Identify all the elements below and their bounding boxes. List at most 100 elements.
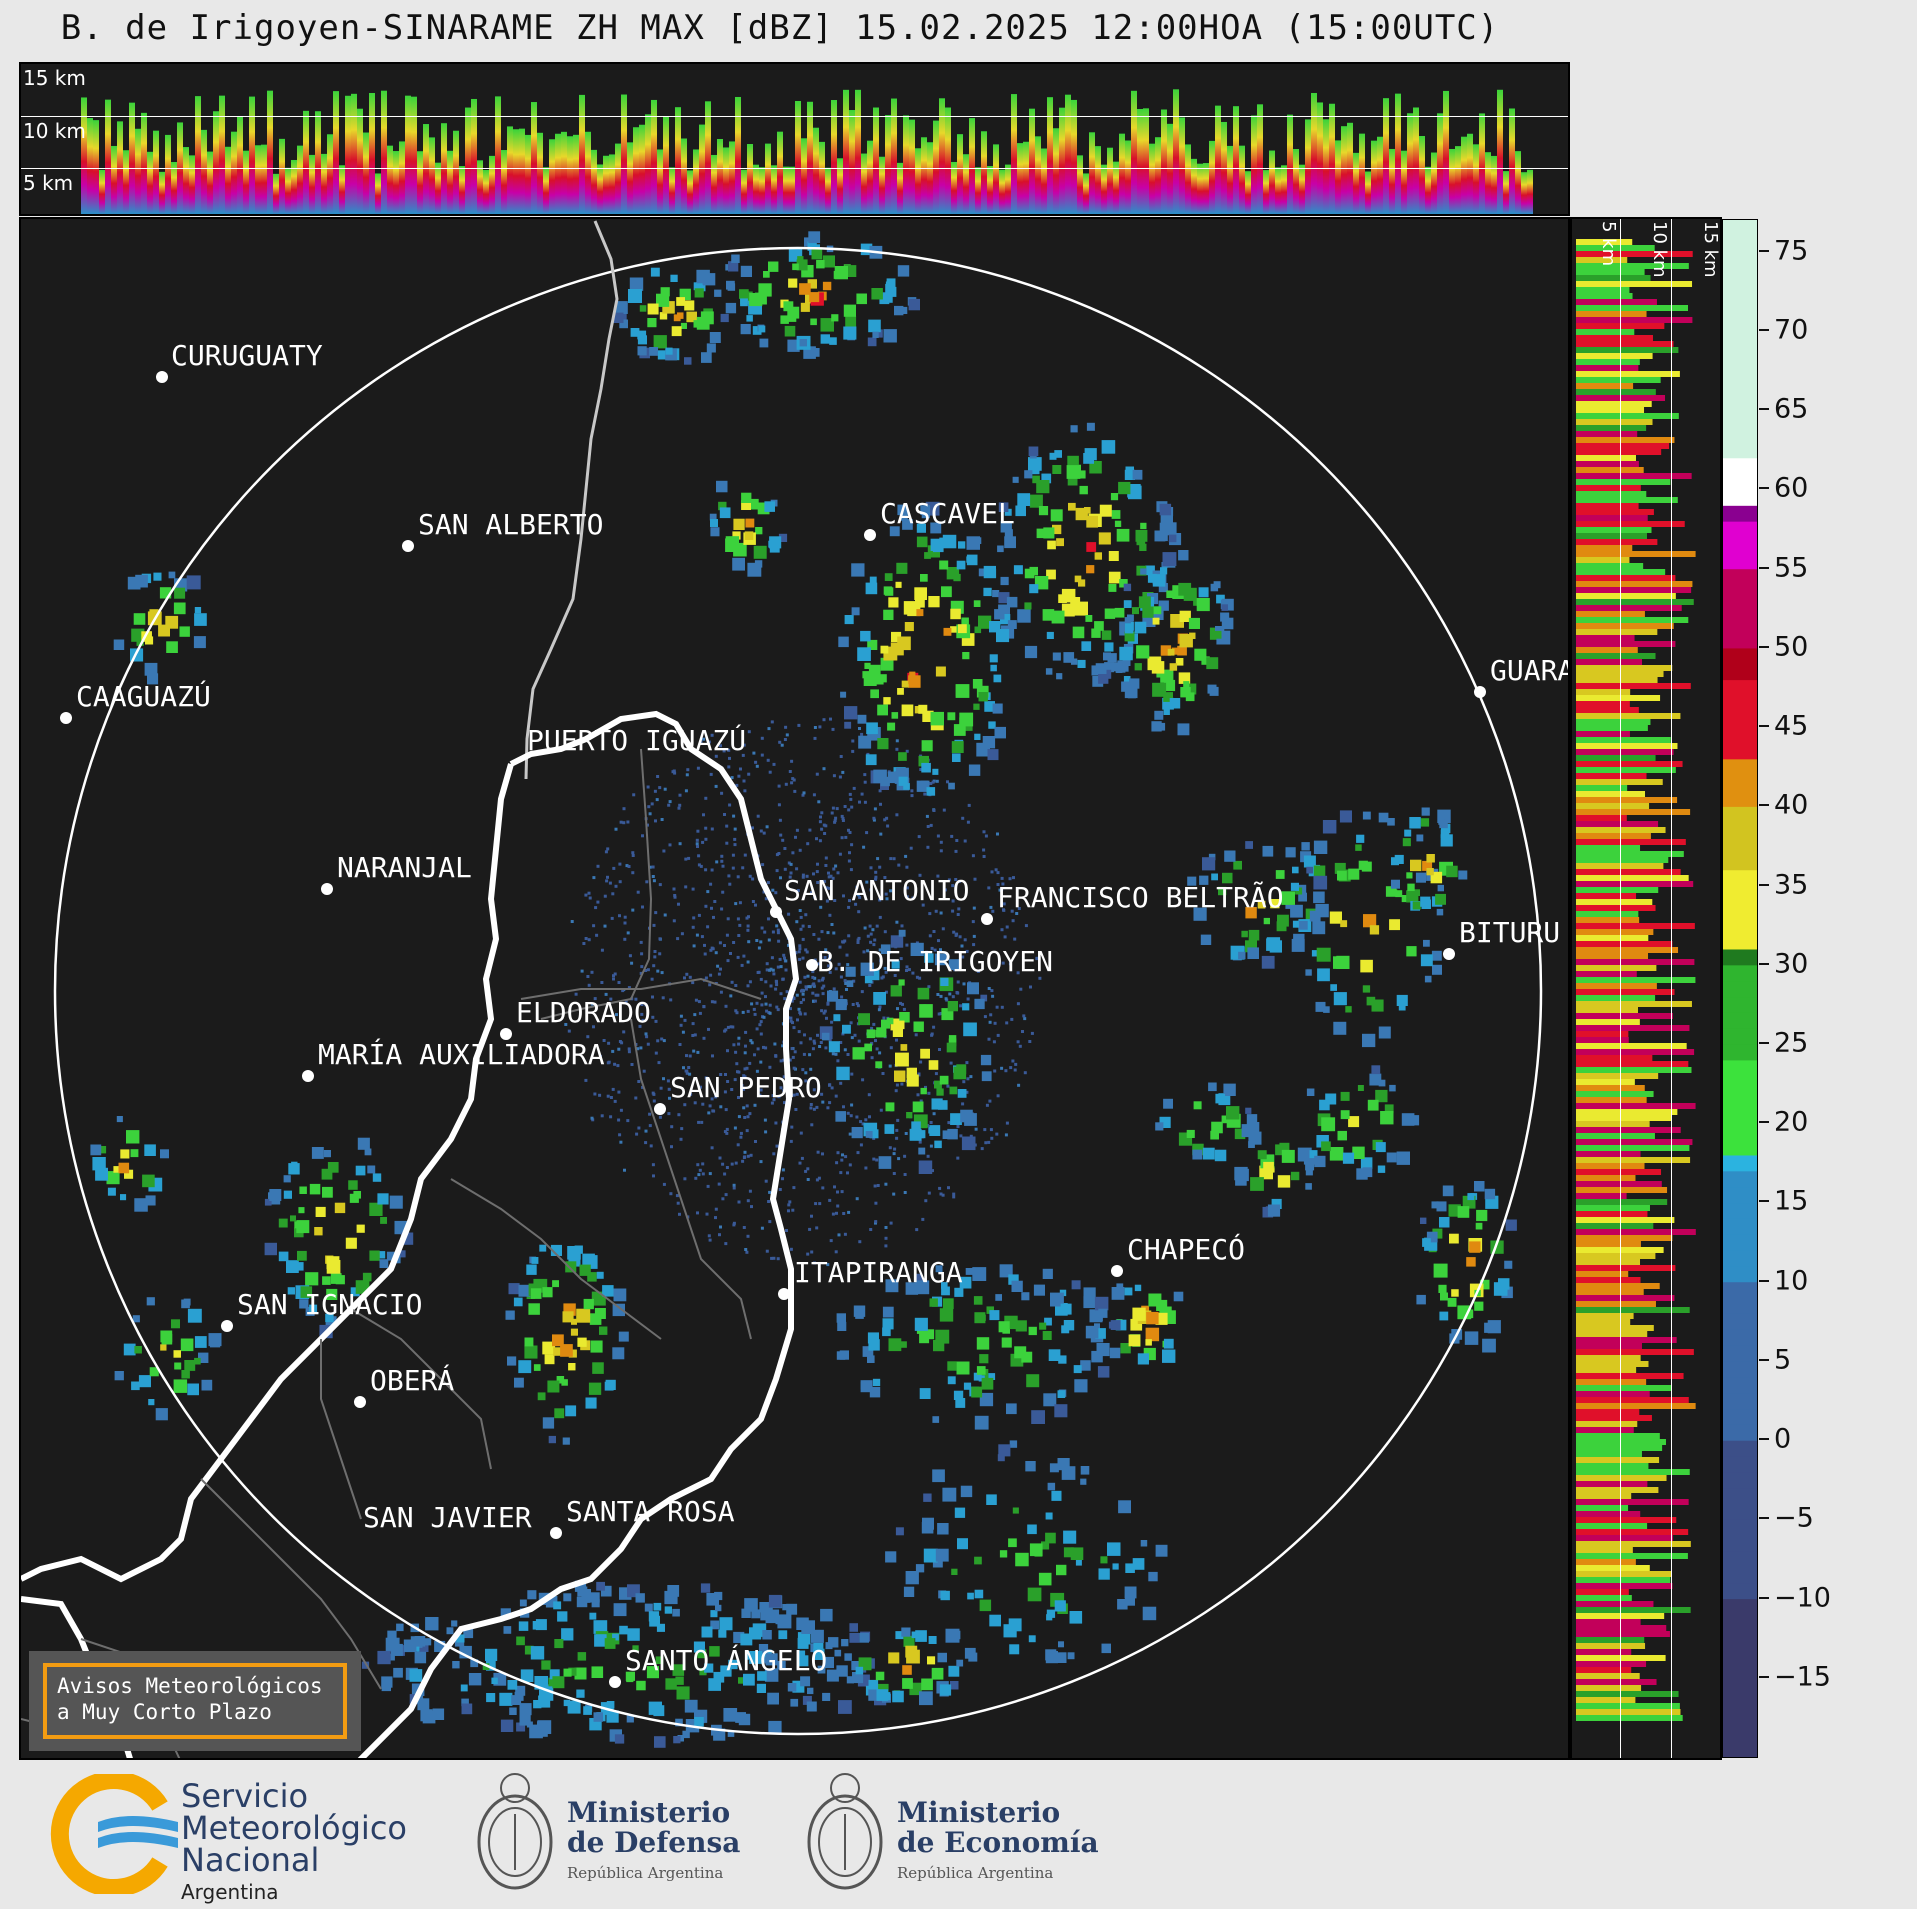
echo-cell [825,899,829,903]
xsec-column [1479,113,1485,214]
echo-cell [194,1336,207,1348]
echo-cell [321,1168,333,1180]
echo-cell [947,878,951,882]
xsec-column [237,116,243,214]
echo-cell [781,1177,784,1181]
echo-cell [837,1321,847,1331]
echo-cell [592,1362,604,1374]
xsec-row [1576,1139,1693,1145]
echo-cell [1108,583,1117,592]
echo-cell [623,921,627,925]
echo-cell [924,1085,927,1089]
xsec-row [1576,1301,1656,1307]
echo-cell [848,1163,852,1167]
echo-cell [533,1364,541,1371]
echo-cell [798,848,802,852]
echo-cell [874,1201,878,1205]
echo-cell [149,1367,159,1377]
echo-cell [500,1719,514,1732]
echo-cell [1301,842,1310,851]
echo-cell [931,780,935,784]
xsec-column [417,151,423,214]
echo-cell [144,662,158,676]
echo-cell [1113,662,1123,672]
echo-cell [950,1681,959,1690]
echo-cell [851,1003,855,1006]
echo-cell [782,1058,785,1062]
echo-cell [884,970,888,974]
echo-cell [796,1018,799,1022]
xsec-column [219,95,225,214]
echo-cell [507,1356,517,1366]
echo-cell [980,1147,984,1151]
echo-cell [1002,902,1006,906]
echo-cell [315,1206,326,1217]
echo-cell [696,829,700,833]
echo-cell [847,859,851,863]
echo-cell [1245,1107,1252,1114]
echo-cell [755,527,763,535]
echo-cell [900,306,908,314]
echo-cell [1431,1201,1439,1209]
echo-cell [1378,1079,1386,1087]
xsec-row [1576,353,1653,359]
echo-cell [725,302,737,314]
echo-cell [1118,481,1131,495]
echo-cell [287,1287,295,1295]
echo-cell [940,1590,950,1601]
echo-cell [297,1250,307,1261]
echo-cell [1378,812,1389,823]
xsec-row [1576,935,1649,941]
echo-cell [1109,1347,1121,1359]
echo-cell [778,1630,788,1640]
echo-cell [664,1590,678,1605]
echo-cell [748,980,752,984]
echo-cell [606,847,610,851]
echo-cell [658,952,662,956]
echo-cell [552,1676,565,1689]
echo-cell [1257,1150,1267,1160]
echo-cell [623,937,627,941]
radar-map[interactable]: CURUGUATY SAN ALBERTO CAAGUAZÚ CASCAVEL … [19,217,1570,1760]
echo-cell [640,952,644,956]
echo-cell [626,1674,634,1683]
echo-cell [381,1681,391,1692]
city-label-guara: GUARA [1490,654,1570,687]
echo-cell [1043,527,1055,539]
city-label-san-ignacio: SAN IGNACIO [237,1288,423,1321]
echo-cell [869,1387,881,1398]
warning-link-frame[interactable]: Avisos Meteorológicos a Muy Corto Plazo [43,1663,347,1739]
echo-cell [759,1160,763,1164]
echo-cell [613,312,624,323]
echo-cell [485,1648,498,1661]
echo-cell [542,1341,556,1355]
echo-cell [956,1125,960,1128]
echo-cell [678,793,682,797]
echo-cell [1200,934,1212,945]
echo-cell [612,866,616,870]
xsec-row [1576,1421,1638,1427]
echo-cell [652,879,656,883]
echo-cell [914,587,927,600]
echo-cell [817,937,821,941]
echo-cell [823,1009,827,1013]
echo-cell [1008,1274,1019,1285]
echo-cell [983,1015,987,1019]
echo-cell [834,1649,842,1657]
echo-cell [878,898,882,902]
warning-link-box[interactable]: Avisos Meteorológicos a Muy Corto Plazo [29,1651,361,1751]
xsec-column [195,96,201,214]
echo-cell [783,301,794,312]
echo-cell [942,534,957,549]
xsec-row [1576,875,1689,881]
colorbar-segment [1723,853,1757,871]
echo-cell [817,979,821,983]
echo-cell [792,1026,796,1030]
echo-cell [857,714,867,724]
echo-cell [460,1684,468,1692]
echo-cell [1066,465,1081,479]
echo-cell [840,814,844,818]
echo-cell [1451,1289,1459,1297]
echo-cell [1011,1280,1023,1292]
echo-cell [743,1051,747,1055]
